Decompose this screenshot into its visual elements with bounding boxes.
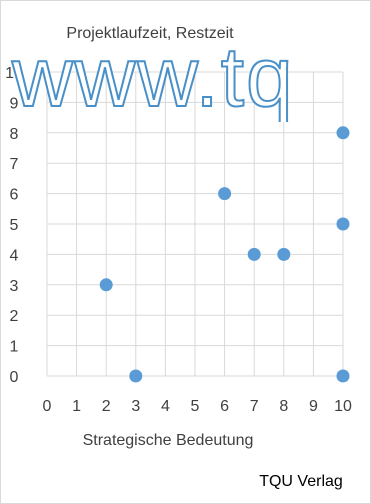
y-tick-label: 3 bbox=[10, 278, 19, 295]
y-tick-label: 9 bbox=[10, 95, 19, 112]
y-tick-label: 10 bbox=[5, 65, 23, 82]
y-tick-label: 1 bbox=[10, 339, 19, 356]
x-axis-title: Strategische Bedeutung bbox=[83, 432, 254, 449]
data-point bbox=[336, 369, 350, 383]
y-tick-label: 0 bbox=[10, 369, 19, 386]
data-points bbox=[99, 126, 350, 383]
y-tick-label: 8 bbox=[10, 126, 19, 143]
chart-title: Projektlaufzeit, Restzeit bbox=[66, 25, 234, 42]
y-axis-ticks: 0 1 2 3 4 5 6 7 8 9 10 bbox=[5, 65, 23, 386]
x-tick-label: 8 bbox=[279, 398, 288, 415]
x-tick-label: 0 bbox=[43, 398, 52, 415]
data-point bbox=[336, 217, 350, 231]
x-tick-label: 2 bbox=[102, 398, 111, 415]
data-point bbox=[218, 187, 232, 201]
x-tick-label: 3 bbox=[131, 398, 140, 415]
x-tick-label: 7 bbox=[250, 398, 259, 415]
x-tick-label: 10 bbox=[334, 398, 352, 415]
grid bbox=[46, 71, 344, 377]
data-point bbox=[129, 369, 143, 383]
x-tick-label: 5 bbox=[191, 398, 200, 415]
x-tick-label: 9 bbox=[309, 398, 318, 415]
x-tick-label: 4 bbox=[161, 398, 170, 415]
data-point bbox=[99, 278, 113, 292]
y-tick-label: 6 bbox=[10, 187, 19, 204]
x-axis-ticks: 0 1 2 3 4 5 6 7 8 9 10 bbox=[43, 398, 352, 415]
data-point bbox=[336, 126, 350, 140]
data-point bbox=[247, 247, 261, 261]
y-tick-label: 2 bbox=[10, 308, 19, 325]
data-point bbox=[277, 247, 291, 261]
y-tick-label: 7 bbox=[10, 156, 19, 173]
x-tick-label: 1 bbox=[72, 398, 81, 415]
y-tick-label: 5 bbox=[10, 217, 19, 234]
y-tick-label: 4 bbox=[10, 247, 19, 264]
x-tick-label: 6 bbox=[220, 398, 229, 415]
